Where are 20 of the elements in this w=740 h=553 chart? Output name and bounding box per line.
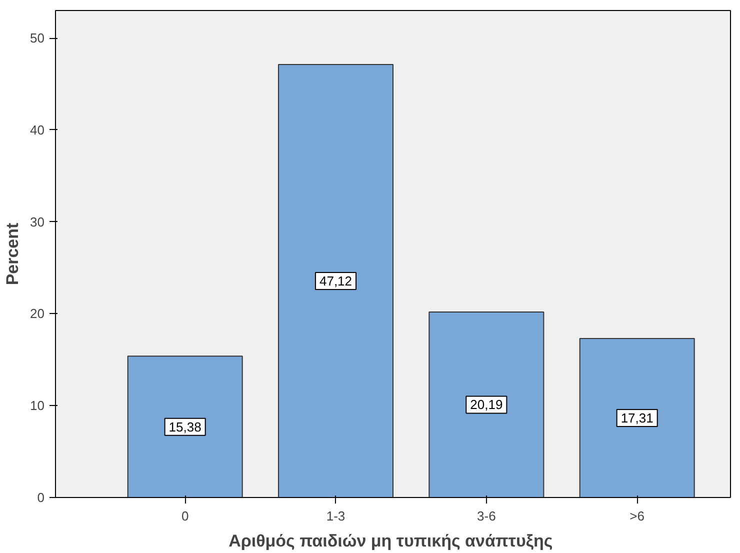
data-label: 15,38 [168, 419, 202, 434]
y-tick-label: 0 [37, 490, 45, 505]
y-tick-label: 30 [30, 214, 45, 230]
data-label: 47,12 [319, 274, 352, 289]
x-axis-title: Αριθμός παιδιών μη τυπικής ανάπτυξης [228, 532, 553, 550]
y-tick-label: 10 [30, 398, 45, 414]
x-tick-label: 3-6 [477, 508, 496, 524]
x-tick-label: 0 [181, 508, 189, 524]
data-label: 20,19 [470, 397, 503, 412]
bar [278, 64, 394, 498]
y-tick-label: 40 [30, 122, 45, 138]
x-tick-label: 1-3 [326, 508, 346, 524]
y-tick-label: 20 [30, 306, 45, 322]
bar [127, 356, 243, 498]
x-tick-label: >6 [630, 508, 644, 524]
bar [428, 311, 544, 498]
y-axis-title: Percent [3, 222, 22, 286]
data-label: 17,31 [620, 410, 654, 426]
y-tick-label: 50 [30, 30, 45, 46]
bar [579, 338, 695, 498]
